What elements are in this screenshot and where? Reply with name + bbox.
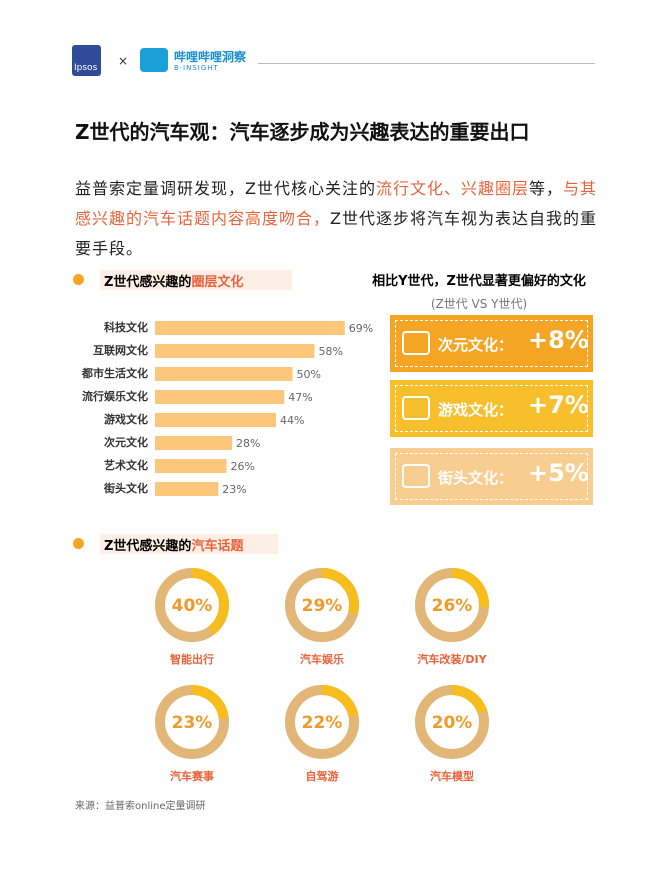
compare-value: +7% [528,391,589,419]
donut-label: 自驾游 [306,769,339,783]
value-label: 50% [297,368,321,381]
compare-border [395,385,588,432]
compare-icon [402,331,430,355]
compare-box: 次元文化： +8% [390,315,593,372]
bar [155,459,227,473]
category-label: 流行娱乐文化 [82,389,148,403]
bili-sub: B·INSIGHT [174,64,219,72]
compare-label: 次元文化： [438,336,514,354]
title-part: Z世代感兴趣的 [104,275,192,290]
bar [155,344,315,358]
compare-label: 街头文化： [438,469,514,487]
donut-arc [155,685,229,759]
bar [155,436,232,450]
intro-segment: 流行文化、兴趣圈层 [375,179,529,198]
category-label: 街头文化 [103,481,148,495]
value-label: 44% [280,414,304,427]
intro-segment: Z世代逐步将汽车视为表达自我的重要手段。 [75,209,597,258]
donut-arc [415,685,489,759]
intro-segment: 与其感兴趣的汽车话题内容高度吻合， [75,179,598,228]
compare-value: +8% [528,326,589,354]
times: × [118,54,129,68]
bili-text: 哔哩哔哩洞察 [174,50,247,64]
value-label: 23% [222,483,246,496]
value-label: 28% [236,437,260,450]
section-bg [100,270,292,290]
donut-arc [415,568,489,642]
ipsos-text: Ipsos [74,63,98,73]
section-bg [100,534,278,554]
section-dot [73,274,84,285]
category-label: 艺术文化 [104,458,148,472]
compare-icon [402,464,430,488]
bar-chart: 科技文化 69% 互联网文化 58% 都市生活文化 50% 流行娱乐文化 47% 游戏文化 44%… [81,320,373,496]
donut-value: 40% [172,596,213,616]
bar [155,390,285,404]
donut-chart: 40% 智能出行 29% 汽车娱乐 26% 汽车改装/DIY 23% 汽车赛事 22% 自驾游 20… [155,568,489,783]
source: 来源：益普索online定量调研 [75,801,206,812]
category-label: 次元文化 [104,435,148,449]
donut-arc [285,685,359,759]
compare-label: 游戏文化： [438,401,514,419]
category-label: 互联网文化 [93,343,148,357]
donut-label: 汽车改装/DIY [417,652,487,666]
bar [155,482,219,496]
compare-box: 街头文化： +5% [390,448,593,505]
donut-label: 汽车娱乐 [300,652,344,666]
bar [155,321,345,335]
header-rule [258,63,595,64]
ipsos-logo: Ipsos [72,45,101,76]
intro: 益普索定量调研发现，Z世代核心关注的流行文化、兴趣圈层等，与其感兴趣的汽车话题内… [75,174,603,264]
compare-border [395,320,588,367]
donut-value: 20% [432,713,473,733]
value-label: 69% [349,322,373,335]
bili-logo [140,48,168,72]
title: Z世代的汽车观：汽车逐步成为兴趣表达的重要出口 [75,120,530,144]
donut-label: 智能出行 [170,652,214,666]
intro-segment: 益普索定量调研发现，Z世代核心关注的 [75,179,376,198]
intro-segment: 等， [528,179,563,198]
compare-border [395,453,588,500]
category-label: 科技文化 [104,320,148,334]
donut-value: 26% [432,596,473,616]
compare-title: 相比Y世代，Z世代显著更偏好的文化 [372,274,586,289]
bar [155,367,293,381]
category-label: 游戏文化 [104,412,148,426]
compare-icon [402,396,430,420]
donut-value: 23% [172,713,213,733]
title-part: 圈层文化 [191,275,244,290]
value-label: 58% [319,345,343,358]
compare-subtitle: (Z世代 VS Y世代) [430,297,528,311]
section-dot [73,538,84,549]
value-label: 47% [288,391,312,404]
bar [155,413,276,427]
compare-box: 游戏文化： +7% [390,380,593,437]
compare-value: +5% [528,459,589,487]
title-part: 汽车话题 [191,539,244,554]
donut-arc [285,568,359,642]
category-label: 都市生活文化 [81,366,148,380]
donut-arc [155,568,229,642]
title-part: Z世代感兴趣的 [104,539,192,554]
section-title: Z世代感兴趣的汽车话题 [104,535,243,554]
section-title: Z世代感兴趣的圈层文化 [104,271,243,290]
donut-value: 29% [302,596,343,616]
donut-value: 22% [302,713,343,733]
donut-label: 汽车赛事 [170,769,214,783]
value-label: 26% [231,460,255,473]
donut-label: 汽车模型 [430,769,474,783]
